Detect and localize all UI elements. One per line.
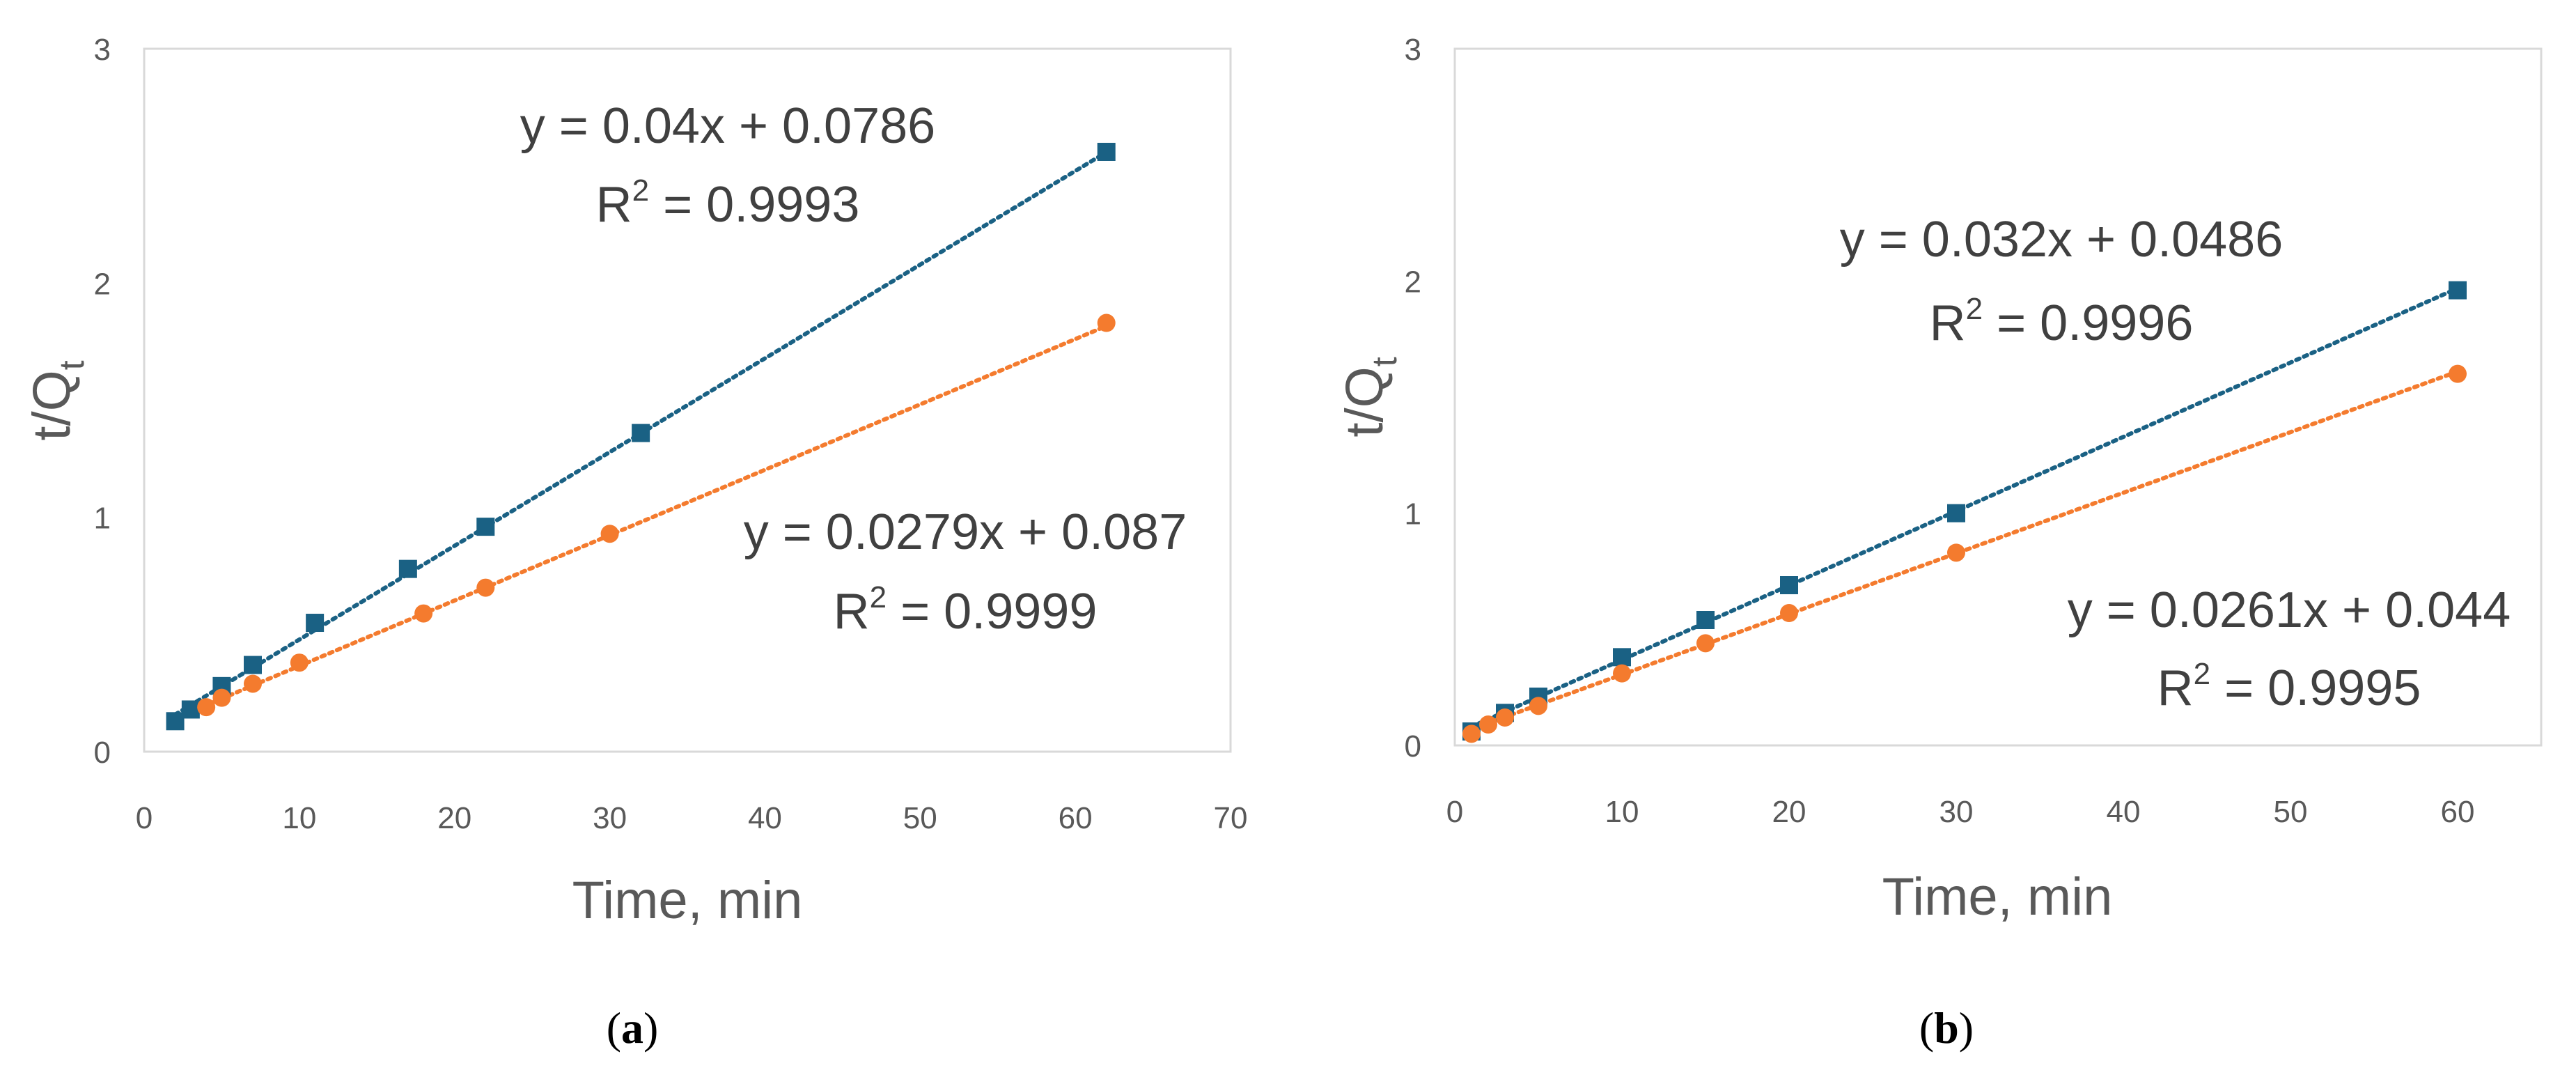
data-markers bbox=[1462, 281, 2467, 743]
data-point-series-orange bbox=[212, 688, 231, 707]
x-tick-label: 40 bbox=[2107, 795, 2141, 829]
data-point-series-orange bbox=[1529, 697, 1547, 715]
trendline-series-orange bbox=[173, 323, 1109, 720]
chart-panel-b: 0 1 2 3 0 10 20 30 40 50 60 t/Qt Time, min y = 0.… bbox=[1335, 33, 2543, 1053]
y-tick-label: 3 bbox=[1405, 33, 1421, 67]
y-axis-title-subscript: t bbox=[52, 360, 91, 370]
data-point-series-orange bbox=[600, 525, 619, 543]
y-axis-title: t/Qt bbox=[1335, 357, 1404, 437]
x-tick-label: 10 bbox=[282, 801, 316, 835]
plot-area-border bbox=[143, 47, 1232, 753]
x-tick-label: 50 bbox=[2274, 795, 2308, 829]
data-point-series-orange bbox=[1947, 543, 1965, 562]
x-tick-label: 30 bbox=[593, 801, 627, 835]
x-tick-label: 60 bbox=[1059, 801, 1093, 835]
data-point-series-blue bbox=[306, 614, 325, 633]
y-tick-label: 3 bbox=[94, 33, 111, 67]
data-point-series-blue bbox=[1947, 504, 1965, 522]
x-tick-label: 20 bbox=[437, 801, 471, 835]
panel-label-b: (b) bbox=[1919, 1003, 1974, 1053]
x-tick-label: 30 bbox=[1939, 795, 1974, 829]
data-point-series-blue bbox=[476, 518, 495, 536]
x-tick-labels: 0 10 20 30 40 50 60 bbox=[1446, 795, 2475, 829]
data-point-series-orange bbox=[476, 578, 495, 597]
equation-orange: y = 0.0261x + 0.044 bbox=[2068, 582, 2511, 638]
x-tick-label: 0 bbox=[136, 801, 153, 835]
x-axis-title: Time, min bbox=[572, 871, 803, 930]
data-point-series-orange bbox=[1696, 634, 1715, 653]
data-point-series-blue bbox=[181, 700, 200, 719]
data-markers bbox=[166, 142, 1116, 731]
data-point-series-blue bbox=[1097, 142, 1116, 161]
x-tick-label: 70 bbox=[1214, 801, 1248, 835]
data-point-series-orange bbox=[1613, 664, 1631, 683]
x-tick-label: 50 bbox=[903, 801, 937, 835]
data-point-series-blue bbox=[398, 559, 417, 578]
chart-panel-a: 0 1 2 3 0 10 20 30 40 50 60 70 t/Qt Time, min y = … bbox=[22, 33, 1247, 1053]
data-point-series-orange bbox=[1479, 715, 1497, 734]
r-squared-orange: R2 = 0.9995 bbox=[2157, 657, 2421, 716]
data-point-series-orange bbox=[290, 653, 309, 672]
y-tick-label: 0 bbox=[94, 736, 111, 770]
y-tick-label: 2 bbox=[1405, 265, 1421, 299]
y-tick-label: 2 bbox=[94, 267, 111, 301]
y-tick-labels: 0 1 2 3 bbox=[94, 33, 111, 770]
y-tick-labels: 0 1 2 3 bbox=[1405, 33, 1421, 764]
y-tick-label: 1 bbox=[1405, 497, 1421, 532]
r-squared-blue: R2 = 0.9996 bbox=[1930, 292, 2194, 351]
y-tick-label: 1 bbox=[94, 502, 111, 536]
x-tick-labels: 0 10 20 30 40 50 60 70 bbox=[136, 801, 1248, 835]
x-tick-label: 0 bbox=[1446, 795, 1463, 829]
data-point-series-blue bbox=[632, 424, 650, 442]
data-point-series-blue bbox=[166, 712, 185, 731]
x-axis-title: Time, min bbox=[1882, 867, 2113, 927]
plot-area-border bbox=[1453, 47, 2543, 747]
data-point-series-orange bbox=[197, 698, 216, 717]
data-point-series-orange bbox=[414, 604, 433, 623]
data-point-series-orange bbox=[1462, 725, 1481, 743]
data-point-series-blue bbox=[1696, 611, 1715, 629]
data-point-series-blue bbox=[1613, 648, 1631, 667]
y-axis-title-subscript: t bbox=[1365, 357, 1404, 366]
panel-label-a: (a) bbox=[607, 1003, 659, 1053]
data-point-series-orange bbox=[244, 674, 262, 693]
data-point-series-orange bbox=[2449, 364, 2467, 383]
y-tick-label: 0 bbox=[1405, 729, 1421, 764]
equation-blue: y = 0.04x + 0.0786 bbox=[520, 98, 935, 154]
data-point-series-orange bbox=[1496, 708, 1514, 727]
x-tick-label: 20 bbox=[1772, 795, 1806, 829]
data-point-series-blue bbox=[1780, 576, 1798, 594]
x-tick-label: 40 bbox=[748, 801, 782, 835]
r-squared-orange: R2 = 0.9999 bbox=[834, 580, 1098, 640]
data-point-series-orange bbox=[1780, 604, 1798, 622]
x-tick-label: 60 bbox=[2441, 795, 2475, 829]
x-tick-label: 10 bbox=[1605, 795, 1639, 829]
data-point-series-blue bbox=[244, 656, 262, 674]
equation-blue: y = 0.032x + 0.0486 bbox=[1840, 212, 2284, 268]
r-squared-blue: R2 = 0.9993 bbox=[596, 173, 860, 233]
equation-orange: y = 0.0279x + 0.087 bbox=[744, 504, 1187, 560]
data-point-series-orange bbox=[1097, 313, 1116, 332]
y-axis-title: t/Qt bbox=[22, 360, 91, 440]
data-point-series-blue bbox=[2449, 281, 2467, 300]
